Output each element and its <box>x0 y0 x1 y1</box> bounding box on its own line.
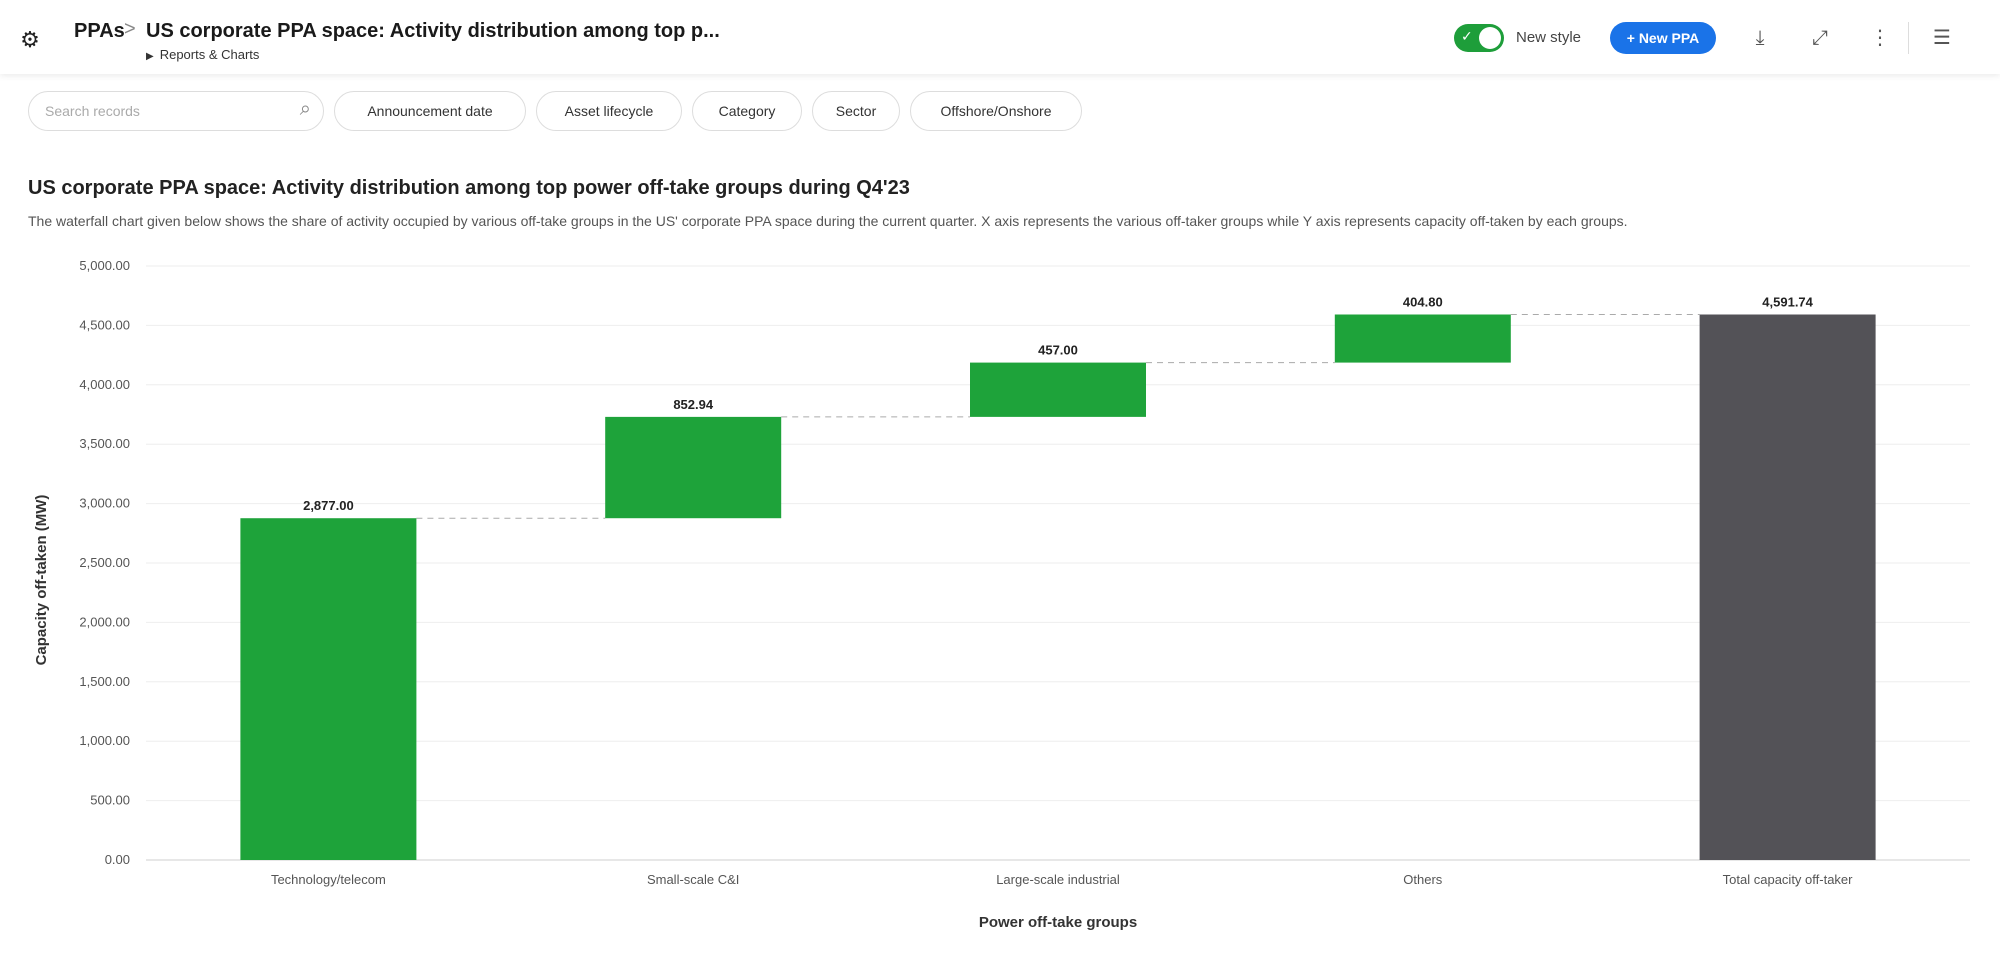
top-header: ⚙ PPAs > US corporate PPA space: Activit… <box>0 0 2000 74</box>
page-title: US corporate PPA space: Activity distrib… <box>146 20 720 42</box>
settings-sliders-icon[interactable]: ☰ <box>1933 27 1951 49</box>
filter-chip-category[interactable]: Category <box>692 91 802 131</box>
expand-icon[interactable]: ⤢ <box>1812 27 1828 49</box>
chart-bar[interactable] <box>605 416 782 519</box>
gear-icon[interactable]: ⚙ <box>20 27 40 52</box>
chart-description: The waterfall chart given below shows th… <box>28 213 1628 229</box>
chart-title: US corporate PPA space: Activity distrib… <box>28 177 910 199</box>
search-icon: ⌕ <box>299 98 311 120</box>
caret-right-icon: ▶ <box>146 51 154 62</box>
breadcrumb-sub-label: Reports & Charts <box>159 47 260 62</box>
search-input[interactable]: Search records ⌕ <box>28 91 324 131</box>
more-vertical-icon[interactable]: ⋮ <box>1870 27 1890 49</box>
x-category-label: Others <box>1403 872 1443 887</box>
y-tick-label: 5,000.00 <box>79 258 130 273</box>
breadcrumb-separator: > <box>124 18 136 40</box>
search-placeholder: Search records <box>45 103 140 119</box>
filter-chip-announcement-date[interactable]: Announcement date <box>334 91 526 131</box>
y-tick-label: 500.00 <box>90 793 130 808</box>
y-tick-label: 1,000.00 <box>79 733 130 748</box>
x-category-label: Total capacity off-taker <box>1723 872 1853 887</box>
chart-bar[interactable] <box>1699 314 1876 860</box>
download-icon[interactable]: ⤓ <box>1755 27 1765 49</box>
y-tick-label: 3,000.00 <box>79 496 130 511</box>
y-tick-label: 3,500.00 <box>79 436 130 451</box>
x-axis-categories: Technology/telecom Small-scale C&I Large-s… <box>271 872 1853 887</box>
toggle-label: New style <box>1516 29 1582 46</box>
toggle-knob <box>1479 27 1501 49</box>
filter-chip-offshore-onshore[interactable]: Offshore/Onshore <box>910 91 1082 131</box>
x-category-label: Technology/telecom <box>271 872 386 887</box>
toolbar-divider <box>1908 22 1909 54</box>
value-label: 2,877.00 <box>303 498 354 513</box>
value-labels: 2,877.00 852.94 457.00 404.80 4,591.74 <box>303 295 1814 514</box>
x-axis-title: Power off-take groups <box>979 914 1137 931</box>
value-label: 852.94 <box>673 397 714 412</box>
y-tick-label: 1,500.00 <box>79 674 130 689</box>
y-tick-label: 2,000.00 <box>79 614 130 629</box>
new-ppa-button[interactable]: + New PPA <box>1610 22 1716 54</box>
chart-bar[interactable] <box>240 518 417 860</box>
breadcrumb-root[interactable]: PPAs <box>74 20 125 42</box>
value-label: 457.00 <box>1038 343 1078 358</box>
y-tick-label: 2,500.00 <box>79 555 130 570</box>
check-icon: ✓ <box>1461 28 1473 44</box>
y-tick-label: 0.00 <box>105 852 130 867</box>
chart-bars <box>240 314 1876 860</box>
value-label: 4,591.74 <box>1762 295 1813 310</box>
filter-chip-asset-lifecycle[interactable]: Asset lifecycle <box>536 91 682 131</box>
y-axis-ticks: 0.00 500.00 1,000.00 1,500.00 2,000.00 2,500.… <box>79 258 130 867</box>
y-axis-title: Capacity off-taken (MW) <box>33 495 50 666</box>
bar-connectors <box>416 314 1700 519</box>
filter-chip-sector[interactable]: Sector <box>812 91 900 131</box>
y-tick-label: 4,000.00 <box>79 377 130 392</box>
new-style-toggle[interactable]: ✓ <box>1454 24 1504 52</box>
breadcrumb-sub[interactable]: ▶ Reports & Charts <box>146 47 259 62</box>
x-category-label: Small-scale C&I <box>647 872 739 887</box>
y-tick-label: 4,500.00 <box>79 317 130 332</box>
x-category-label: Large-scale industrial <box>996 872 1120 887</box>
value-label: 404.80 <box>1403 295 1443 310</box>
chart-bar[interactable] <box>970 362 1146 417</box>
waterfall-chart: 0.00 500.00 1,000.00 1,500.00 2,000.00 2,500.… <box>33 258 1970 931</box>
chart-bar[interactable] <box>1334 314 1511 363</box>
